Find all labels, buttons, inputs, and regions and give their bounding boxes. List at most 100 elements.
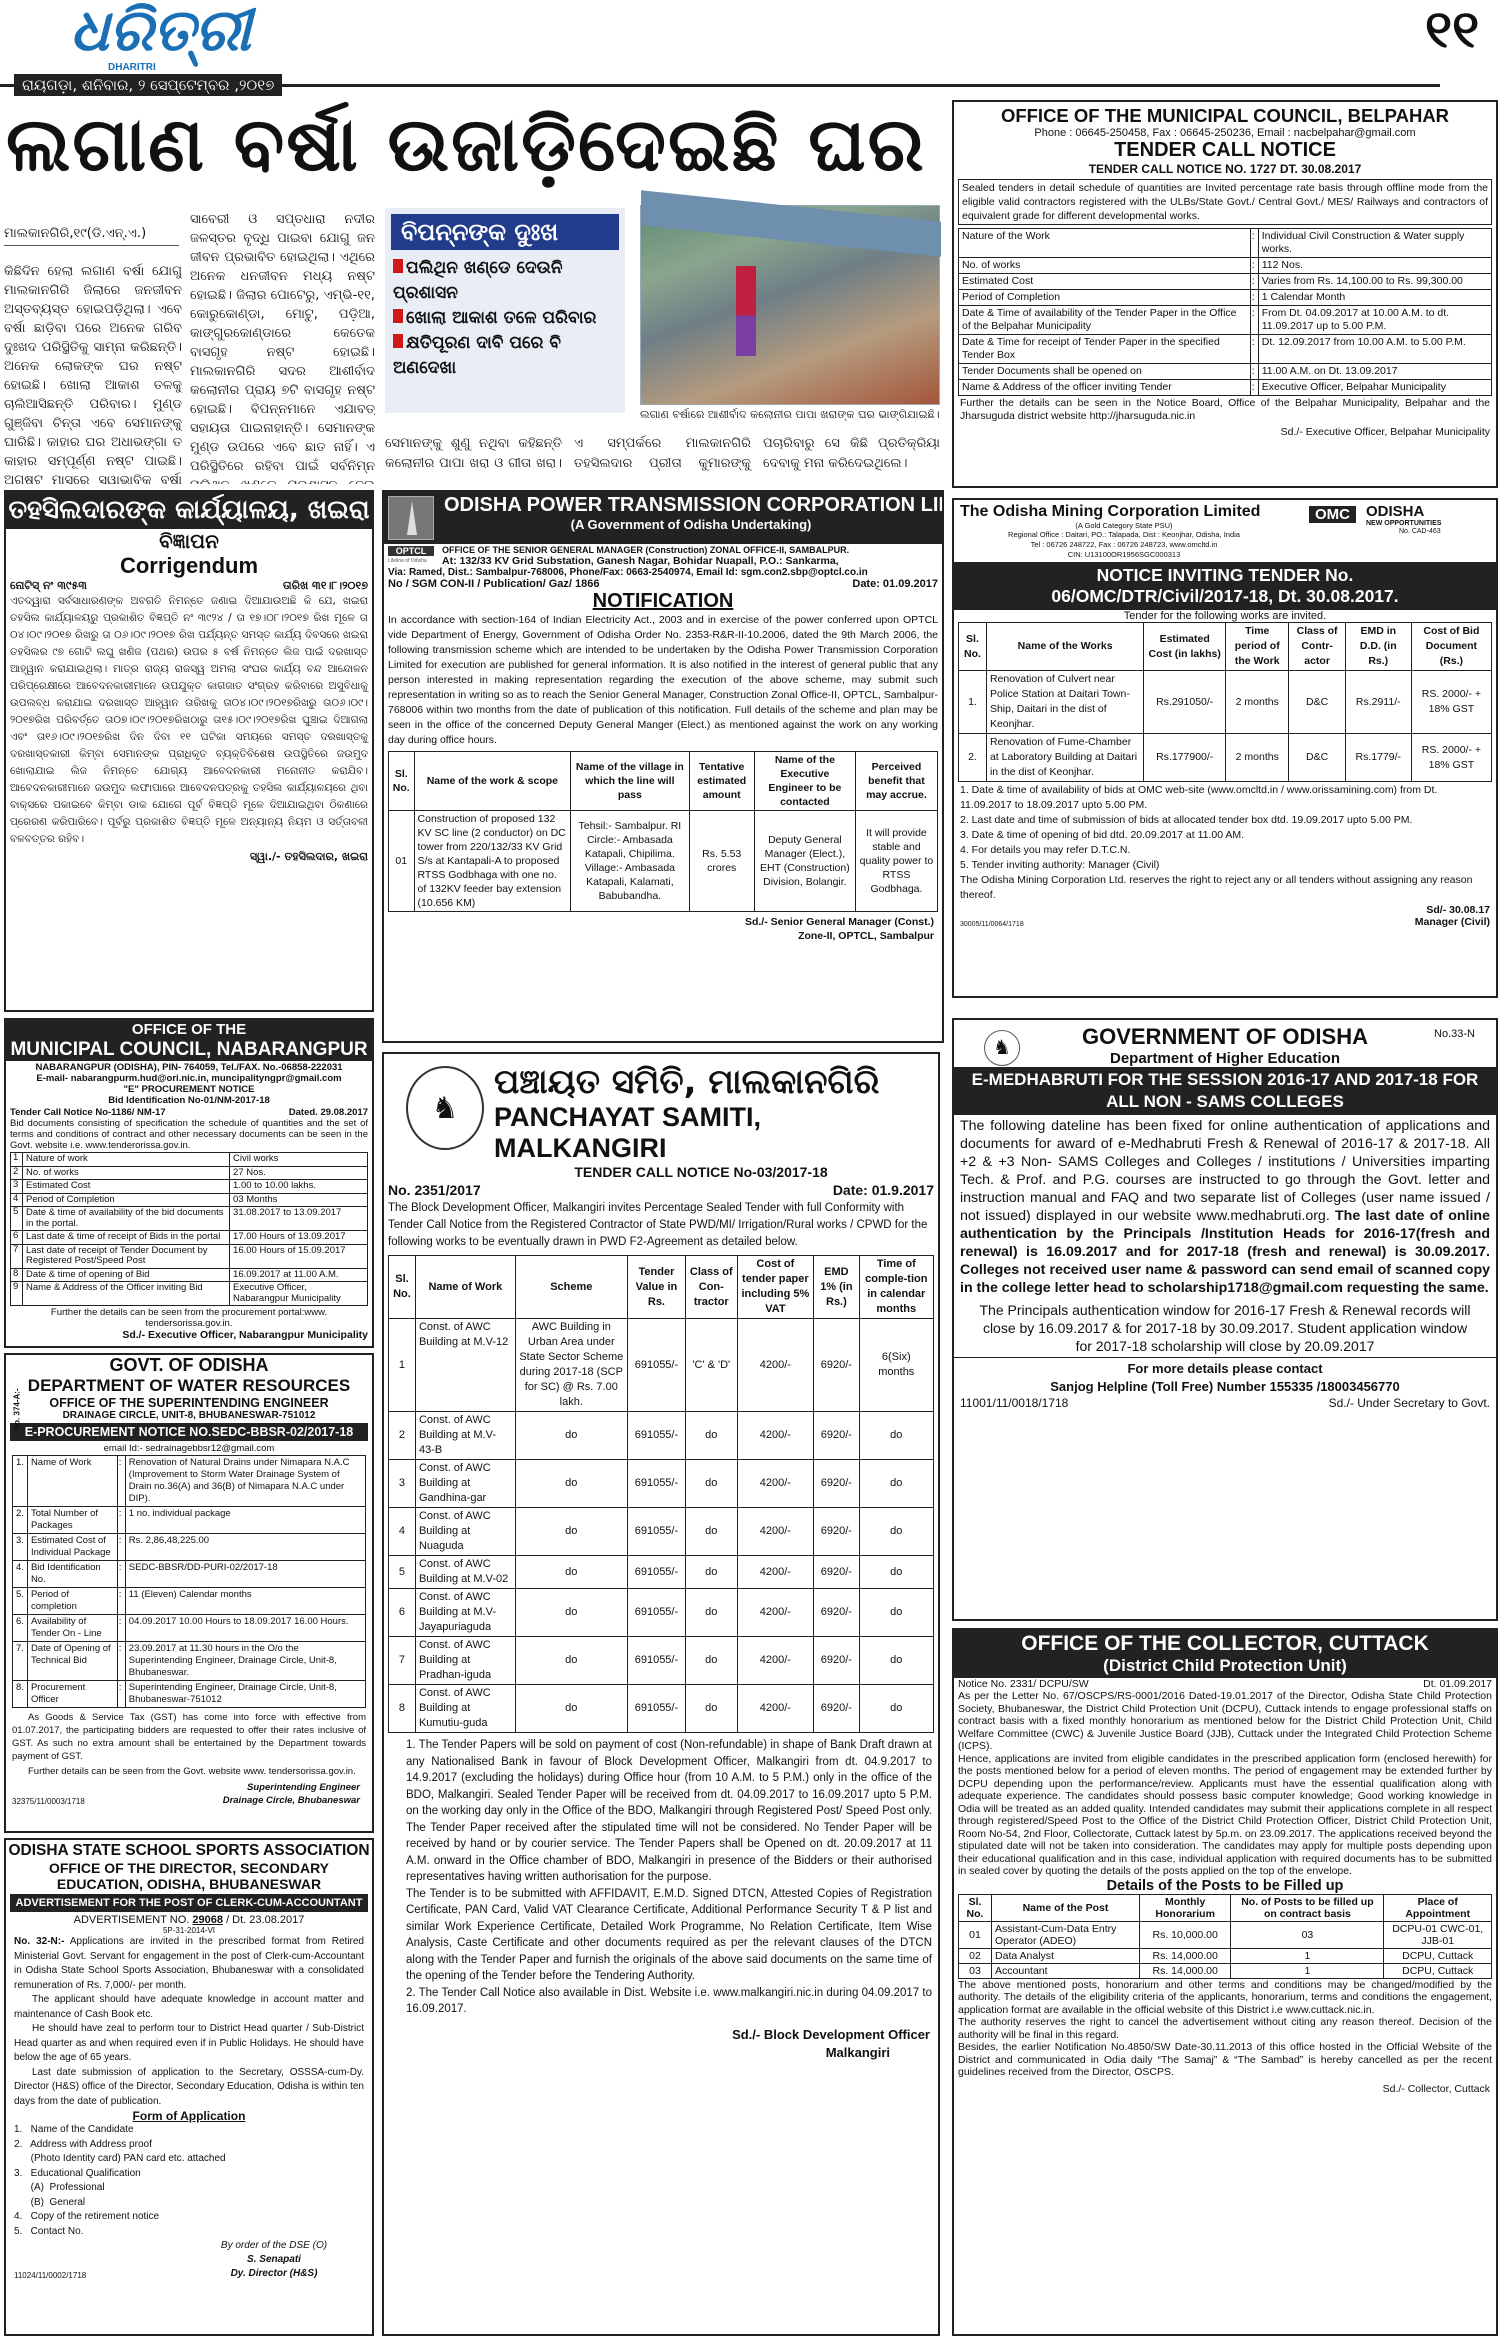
belpahar-signature: Sd./- Executive Officer, Belpahar Munici… bbox=[1280, 426, 1490, 438]
table-cell: do bbox=[858, 1459, 935, 1508]
omc-address-1: Regional Office : Daitari, PO.: Talapada… bbox=[1008, 530, 1240, 539]
malkangiri-title: PANCHAYAT SAMITI, MALKANGIRI bbox=[494, 1102, 762, 1163]
table-cell: Renovation of Culvert near Police Statio… bbox=[985, 670, 1145, 734]
table-cell: Tehsil:- Sambalpur. RI Circle:- Ambasada… bbox=[570, 810, 690, 912]
table-cell: Rs.2911/- bbox=[1344, 670, 1412, 734]
table-row: 2. Total Number of Packages:1 no. individ… bbox=[12, 1506, 367, 1534]
column-header: No. of Posts to be filled up on contract… bbox=[1230, 1893, 1385, 1922]
table-cell: do bbox=[685, 1684, 738, 1733]
column-header: Class of Contr-actor bbox=[1288, 622, 1346, 671]
form-field: (B) General bbox=[14, 2196, 86, 2208]
table-cell: 691055/- bbox=[626, 1507, 687, 1556]
table-cell: do bbox=[858, 1636, 935, 1685]
table-cell: 2 bbox=[388, 1411, 416, 1460]
malkangiri-table: Sl. No. Name of Work Scheme Tender Value in… bbox=[388, 1255, 935, 1733]
omc-logo: OMC bbox=[1309, 506, 1356, 523]
table-cell: SEDC-BBSR/DD-PURI-02/2017-18 bbox=[124, 1560, 367, 1588]
table-cell: Renovation of Fume-Chamber at Laboratory… bbox=[985, 733, 1145, 782]
higher-ed-title: GOVERNMENT OF ODISHA bbox=[1081, 1024, 1368, 1049]
red-square-bullet-icon bbox=[393, 259, 403, 273]
khaira-corrigendum-label: Corrigendum bbox=[119, 553, 259, 578]
table-cell: : bbox=[116, 1506, 126, 1534]
form-field: 1. Name of the Candidate bbox=[14, 2124, 134, 2135]
omc-note: 5. Tender inviting authority: Manager (C… bbox=[960, 859, 1160, 871]
water-table: 1. Name of Work: Renovation of Natural Dra… bbox=[12, 1455, 367, 1708]
table-cell: 03 Months bbox=[229, 1192, 368, 1207]
table-cell: 691055/- bbox=[626, 1318, 687, 1412]
table-cell: 1. bbox=[958, 670, 987, 734]
table-cell: 6920/- bbox=[813, 1555, 860, 1589]
form-field: (A) Professional bbox=[14, 2182, 105, 2193]
table-cell: : bbox=[1249, 257, 1259, 274]
table-cell: 03 bbox=[1230, 1920, 1385, 1949]
table-row: Date & Time for receipt of Tender Paper … bbox=[958, 334, 1493, 364]
optcl-sign-2: Zone-II, OPTCL, Sambalpur bbox=[798, 930, 934, 942]
water-side-number: No. 374-A:- bbox=[12, 1388, 22, 1431]
table-header-row: Sl. No. Name of Work Scheme Tender Value in… bbox=[388, 1255, 935, 1319]
table-cell: 02 bbox=[957, 1947, 993, 1964]
table-cell: do bbox=[858, 1555, 935, 1589]
table-cell: 2. bbox=[958, 733, 987, 782]
optcl-ref: No / SGM CON-II / Publication/ Gaz/ 1866 bbox=[388, 578, 600, 590]
table-cell: 4 bbox=[388, 1507, 416, 1556]
table-row: 3 Const. of AWC Building at Gandhina-gar d… bbox=[388, 1459, 935, 1508]
table-row: 3 Estimated Cost 1.00 to 10.00 lakhs. bbox=[10, 1179, 368, 1194]
table-cell: Individual Civil Construction & Water su… bbox=[1257, 228, 1493, 258]
table-cell: 01 bbox=[388, 810, 415, 912]
photo-person-figure bbox=[736, 266, 756, 356]
collector-table-title: Details of the Posts to be Filled up bbox=[1106, 1877, 1344, 1894]
table-cell: do bbox=[514, 1588, 628, 1637]
table-cell: 4200/- bbox=[736, 1318, 815, 1412]
table-cell: Name & Address of the Officer inviting B… bbox=[21, 1281, 231, 1306]
table-cell: 3 bbox=[388, 1459, 416, 1508]
dateline: ରାୟଗଡ଼ା, ଶନିବାର, ୨ ସେପ୍ଟେମ୍ବର ,୨୦୧୭ bbox=[14, 74, 283, 96]
water-gst: As Goods & Service Tax (GST) has come in… bbox=[12, 1712, 366, 1762]
column-header: Name of Work bbox=[414, 1255, 516, 1319]
table-row: 1 Nature of work Civil works bbox=[10, 1152, 368, 1167]
column-header: Sl. No. bbox=[957, 1893, 993, 1922]
table-cell: 4. bbox=[12, 1560, 28, 1588]
malkangiri-intro: The Block Development Officer, Malkangir… bbox=[388, 1202, 928, 1248]
form-field: 2. Address with Address proof bbox=[14, 2138, 152, 2150]
column-header: Cost of Bid Document (Rs.) bbox=[1410, 622, 1493, 671]
table-cell: 691055/- bbox=[626, 1411, 687, 1460]
table-cell: do bbox=[685, 1411, 738, 1460]
malkangiri-date: Date: 01.9.2017 bbox=[832, 1182, 934, 1198]
table-cell: do bbox=[514, 1459, 628, 1508]
table-cell: 7 bbox=[388, 1636, 416, 1685]
table-cell: Last date of receipt of Tender Document … bbox=[21, 1243, 231, 1269]
table-cell: Construction of proposed 132 KV SC line … bbox=[413, 810, 572, 912]
masthead-rule bbox=[0, 84, 1440, 87]
table-cell: : bbox=[1249, 334, 1259, 364]
table-cell: From Dt. 04.09.2017 at 10.00 A.M. to dt.… bbox=[1257, 305, 1493, 335]
table-row: 03 Accountant Rs. 14,000.00 1 DCPU, Cuttack bbox=[957, 1962, 1492, 1979]
table-cell: : bbox=[1249, 289, 1259, 306]
omc-banner-1: NOTICE INVITING TENDER No. bbox=[1096, 565, 1354, 585]
nabarangpur-signature: Sd./- Executive Officer, Nabarangpur Mun… bbox=[122, 1329, 368, 1341]
malkangiri-tender-notice: ♞ ପଞ୍ଚାୟତ ସମିତି, ମାଲକାନଗିରି PANCHAYAT SA… bbox=[382, 1052, 940, 2336]
column-header: Perceived benefit that may accrue. bbox=[854, 751, 939, 811]
column-header: Name of the Works bbox=[985, 622, 1145, 671]
table-row: 9 Name & Address of the Officer inviting … bbox=[10, 1281, 368, 1306]
column-header: EMD 1% (in Rs.) bbox=[813, 1255, 860, 1319]
table-cell: do bbox=[685, 1555, 738, 1589]
sports-para-4: Last date submission of application to t… bbox=[14, 2066, 364, 2107]
table-cell: Assistant-Cum-Data Entry Operator (ADEO) bbox=[991, 1920, 1140, 1949]
tender-note-list: 1. The Tender Papers will be sold on pay… bbox=[384, 1737, 938, 2018]
table-row: 4. Bid Identification No.: SEDC-BBSR/DD-PU… bbox=[12, 1560, 367, 1588]
table-cell: : bbox=[116, 1560, 126, 1588]
table-cell: 1 bbox=[1230, 1962, 1385, 1979]
table-cell: 691055/- bbox=[626, 1684, 687, 1733]
table-cell: Total Number of Packages bbox=[26, 1506, 118, 1534]
table-cell: Accountant bbox=[991, 1962, 1140, 1979]
omc-invite: Tender for the following works are invit… bbox=[1123, 610, 1327, 622]
higher-ed-window: The Principals authentication window for… bbox=[979, 1302, 1471, 1354]
table-row: 6. Availability of Tender On - Line:04.09… bbox=[12, 1614, 367, 1642]
table-cell: : bbox=[116, 1455, 126, 1507]
table-cell: 5 bbox=[10, 1206, 23, 1231]
table-row: 02 Data Analyst Rs. 14,000.00 1 DCPU, Cuttac… bbox=[957, 1947, 1492, 1964]
column-header: Monthly Honorarium bbox=[1138, 1893, 1232, 1922]
belpahar-title: OFFICE OF THE MUNICIPAL COUNCIL, BELPAHA… bbox=[1000, 105, 1450, 126]
table-cell: 4200/- bbox=[736, 1507, 815, 1556]
table-cell: 1. bbox=[12, 1455, 28, 1507]
